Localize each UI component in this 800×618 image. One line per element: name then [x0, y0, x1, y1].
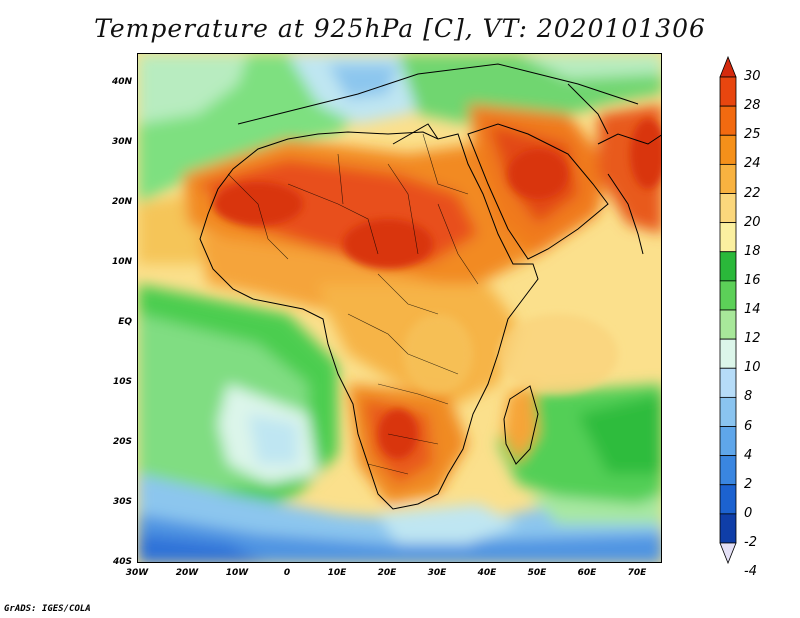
lon-tick-label: 20E: [377, 568, 397, 578]
map-panel: [137, 53, 662, 563]
colorbar-swatch: [719, 76, 737, 107]
temperature-field: [138, 54, 661, 562]
lon-tick-label: 10E: [327, 568, 347, 578]
colorbar-label: 30: [744, 69, 761, 84]
lat-tick-label: 30S: [112, 497, 132, 507]
coastlines: [199, 63, 661, 510]
colorbar-label: 14: [744, 302, 761, 317]
lon-tick-label: 30W: [125, 568, 149, 578]
credit-label: GrADS: IGES/COLA: [4, 604, 91, 614]
colorbar-swatch: [719, 251, 737, 282]
lon-tick-label: 0: [283, 568, 291, 578]
lat-tick-label: 10S: [112, 377, 132, 387]
colorbar-swatch: [719, 455, 737, 486]
lon-tick-label: 50E: [527, 568, 547, 578]
colorbar-label: -4: [744, 564, 757, 580]
colorbar-swatch: [719, 338, 737, 369]
lat-tick-label: 30N: [111, 137, 132, 147]
colorbar-swatch: [719, 163, 737, 194]
lat-tick-label: 40N: [111, 77, 132, 87]
colorbar-label: -2: [744, 535, 757, 550]
map-title: Temperature at 925hPa [C], VT: 202010130…: [94, 14, 706, 43]
colorbar: [719, 55, 737, 565]
country-borders: [227, 133, 479, 475]
colorbar-label: 4: [744, 447, 753, 463]
colorbar-swatch: [719, 396, 737, 427]
lon-tick-label: 20W: [175, 568, 199, 578]
colorbar-label: 2: [744, 476, 753, 492]
colorbar-label: 20: [744, 214, 761, 230]
colorbar-label: 0: [744, 505, 753, 521]
lat-tick-label: 40S: [112, 557, 132, 567]
lon-tick-label: 60E: [577, 568, 597, 578]
colorbar-label: 24: [744, 156, 761, 172]
lon-tick-label: 10W: [225, 568, 249, 578]
lat-tick-label: 10N: [111, 257, 132, 267]
lon-tick-label: 40E: [477, 568, 497, 578]
colorbar-label: 25: [744, 127, 761, 143]
colorbar-swatch: [719, 513, 737, 544]
lat-tick-label: EQ: [118, 317, 132, 327]
colorbar-swatch: [719, 193, 737, 224]
colorbar-swatch: [719, 280, 737, 311]
colorbar-bottom-arrow: [719, 542, 737, 565]
colorbar-label: 22: [744, 185, 761, 201]
lon-tick-label: 70E: [627, 568, 647, 578]
colorbar-label: 18: [744, 243, 761, 259]
colorbar-label: 8: [744, 389, 753, 405]
colorbar-top-arrow: [719, 55, 737, 78]
colorbar-label: 12: [744, 331, 761, 347]
colorbar-label: 28: [744, 98, 761, 114]
colorbar-swatch: [719, 309, 737, 340]
lat-tick-label: 20N: [111, 197, 132, 207]
colorbar-label: 6: [744, 418, 753, 434]
colorbar-label: 16: [744, 272, 761, 288]
lon-tick-label: 30E: [427, 568, 447, 578]
colorbar-swatch: [719, 105, 737, 136]
temperature-detail: [213, 119, 661, 459]
colorbar-swatch: [719, 426, 737, 457]
colorbar-swatch: [719, 222, 737, 253]
colorbar-swatch: [719, 367, 737, 398]
lat-tick-label: 20S: [112, 437, 132, 447]
colorbar-swatch: [719, 134, 737, 165]
colorbar-swatch: [719, 484, 737, 515]
colorbar-label: 10: [744, 360, 761, 376]
